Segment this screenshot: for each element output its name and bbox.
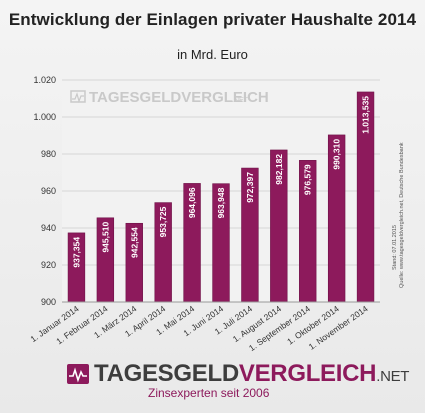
y-tick-label: 1.000 xyxy=(33,112,56,122)
watermark-pulse-icon xyxy=(72,92,84,103)
y-tick-label: 1.020 xyxy=(33,75,56,85)
y-tick-label: 980 xyxy=(41,149,56,159)
brand-logo[interactable]: TAGESGELDVERGLEICH.NET Zinsexperten seit… xyxy=(66,361,409,411)
bar-value-label: 976,579 xyxy=(303,164,313,195)
bar-value-label: 937,354 xyxy=(71,237,81,268)
chart-subtitle: in Mrd. Euro xyxy=(177,47,248,62)
brand-tagline: Zinsexperten seit 2006 xyxy=(148,386,270,400)
bar-value-label: 982,182 xyxy=(274,154,284,185)
brand-name: TAGESGELDVERGLEICH.NET xyxy=(94,361,409,390)
watermark-suffix: .NET xyxy=(232,97,249,104)
date-note: Stand: 07.01.2015 xyxy=(392,225,398,270)
bar-value-label: 945,510 xyxy=(100,222,110,253)
bar-value-label: 1.013,535 xyxy=(361,96,371,134)
brand-name-part2: VERGLEICH xyxy=(238,360,377,387)
watermark-icon xyxy=(70,90,86,103)
bar-value-label: 990,310 xyxy=(332,139,342,170)
y-tick-label: 900 xyxy=(41,297,56,307)
y-tick-label: 940 xyxy=(41,223,56,233)
brand-name-part1: TAGESGELD xyxy=(94,360,239,387)
bar-value-label: 972,397 xyxy=(245,172,255,203)
watermark: TAGESGELDVERGLEICH .NET xyxy=(70,89,269,106)
bar-value-label: 963,948 xyxy=(216,187,226,218)
brand-name-part3: .NET xyxy=(376,368,410,385)
chart-title: Entwicklung der Einlagen privater Hausha… xyxy=(8,10,417,29)
watermark-text: TAGESGELDVERGLEICH xyxy=(89,89,269,106)
y-tick-label: 960 xyxy=(41,186,56,196)
y-tick-label: 920 xyxy=(41,260,56,270)
bar-value-label: 964,096 xyxy=(187,187,197,218)
heartbeat-chart-icon xyxy=(67,364,89,384)
bar-value-label: 953,725 xyxy=(158,206,168,237)
source-note: Quelle: www.tagesgeldvergleich.net, Deut… xyxy=(399,142,405,288)
bar-value-label: 942,554 xyxy=(129,227,139,258)
